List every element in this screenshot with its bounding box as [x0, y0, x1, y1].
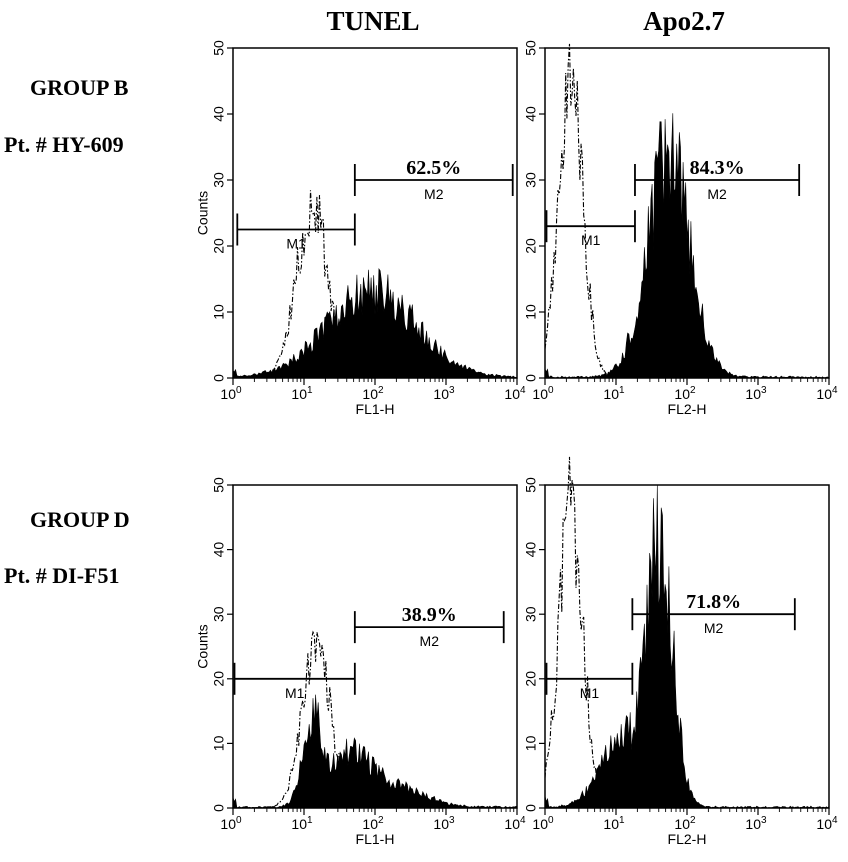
x-tick-label: 101	[291, 385, 313, 402]
y-tick-label: 50	[523, 40, 539, 56]
marker-label: M1	[581, 232, 601, 248]
marker-m2: M2 38.9%	[353, 604, 505, 649]
y-tick-label: 20	[523, 671, 539, 687]
x-tick-label: 100	[220, 815, 242, 832]
x-tick-label: 104	[816, 815, 838, 832]
y-tick-label: 10	[211, 304, 227, 320]
x-tick-label: 104	[504, 385, 526, 402]
x-tick-label: 101	[291, 815, 313, 832]
marker-label: M1	[285, 685, 305, 701]
x-tick-label: 102	[362, 815, 384, 832]
x-tick-label: 103	[433, 815, 455, 832]
x-axis-title: FL1-H	[356, 831, 395, 847]
y-tick-label: 0	[523, 804, 539, 812]
x-tick-label: 103	[745, 385, 767, 402]
y-tick-label: 10	[523, 735, 539, 751]
y-axis-title: Counts	[195, 191, 211, 235]
column-title-tunel: TUNEL	[326, 6, 419, 36]
marker-label: M2	[704, 620, 724, 636]
marker-percent: 71.8%	[686, 591, 741, 613]
sample-histogram	[544, 484, 830, 809]
y-tick-label: 10	[523, 304, 539, 320]
x-axis-title: FL1-H	[356, 401, 395, 417]
group-d-patient-label: Pt. # DI-F51	[4, 563, 119, 588]
x-tick-label: 102	[674, 385, 696, 402]
y-tick-label: 50	[523, 477, 539, 493]
x-tick-label: 103	[433, 385, 455, 402]
marker-label: M2	[707, 186, 727, 202]
sample-histogram	[232, 694, 518, 809]
control-histogram	[544, 456, 829, 809]
y-tick-label: 40	[523, 542, 539, 558]
group-b-patient-label: Pt. # HY-609	[4, 132, 124, 157]
y-tick-label: 0	[211, 374, 227, 382]
marker-label: M1	[580, 685, 600, 701]
sample-histogram	[232, 268, 518, 379]
marker-m1: M1	[545, 662, 634, 701]
y-tick-label: 30	[523, 172, 539, 188]
y-tick-label: 20	[211, 238, 227, 254]
histogram-panel-4: M1 M2 71.8% 0 10 20 30 40 50 100 101 102 103 104 FL2-H	[523, 456, 838, 847]
histogram-panel-1: M1 M2 62.5% 0 10 20 30 40 50 100 101 102 103 104 FL1-H…	[195, 40, 526, 417]
group-b-label: GROUP B	[30, 75, 129, 100]
marker-m2: M2 71.8%	[631, 591, 796, 636]
x-tick-label: 102	[362, 385, 384, 402]
marker-label: M2	[420, 633, 440, 649]
marker-m1: M1	[236, 213, 356, 252]
x-tick-label: 103	[745, 815, 767, 832]
marker-m2: M2 84.3%	[634, 157, 801, 202]
sample-histogram	[544, 113, 830, 379]
y-tick-label: 30	[211, 172, 227, 188]
plot-frame	[544, 484, 830, 809]
x-tick-label: 100	[532, 385, 554, 402]
y-tick-label: 20	[211, 671, 227, 687]
histogram-panel-3: M1 M2 38.9% 0 10 20 30 40 50 100 101 102 103 104 FL1-H…	[195, 477, 526, 847]
marker-m1: M1	[233, 662, 356, 701]
y-axis-title: Counts	[195, 624, 211, 668]
marker-percent: 38.9%	[402, 604, 457, 626]
y-tick-label: 20	[523, 238, 539, 254]
y-tick-label: 50	[211, 477, 227, 493]
marker-label: M2	[424, 186, 444, 202]
marker-m1: M1	[545, 210, 636, 248]
y-tick-label: 50	[211, 40, 227, 56]
marker-label: M1	[286, 236, 306, 252]
marker-percent: 62.5%	[406, 157, 461, 179]
marker-m2: M2 62.5%	[353, 157, 514, 202]
y-tick-label: 40	[211, 542, 227, 558]
x-tick-label: 102	[674, 815, 696, 832]
x-tick-label: 100	[532, 815, 554, 832]
x-tick-label: 104	[816, 385, 838, 402]
y-tick-label: 40	[211, 106, 227, 122]
plot-frame	[232, 484, 518, 809]
marker-percent: 84.3%	[690, 157, 745, 179]
control-histogram	[233, 190, 517, 379]
histogram-panel-2: M1 M2 84.3% 0 10 20 30 40 50 100 101 102 103 104 FL2-H	[523, 40, 838, 417]
x-axis-title: FL2-H	[668, 401, 707, 417]
x-tick-label: 101	[603, 815, 625, 832]
x-tick-label: 100	[220, 385, 242, 402]
y-tick-label: 30	[211, 606, 227, 622]
group-d-label: GROUP D	[30, 507, 130, 532]
column-title-apo27: Apo2.7	[643, 6, 725, 36]
y-tick-label: 30	[523, 606, 539, 622]
x-axis-title: FL2-H	[668, 831, 707, 847]
y-tick-label: 10	[211, 735, 227, 751]
x-tick-label: 101	[603, 385, 625, 402]
x-tick-label: 104	[504, 815, 526, 832]
y-tick-label: 40	[523, 106, 539, 122]
y-tick-label: 0	[211, 804, 227, 812]
y-tick-label: 0	[523, 374, 539, 382]
